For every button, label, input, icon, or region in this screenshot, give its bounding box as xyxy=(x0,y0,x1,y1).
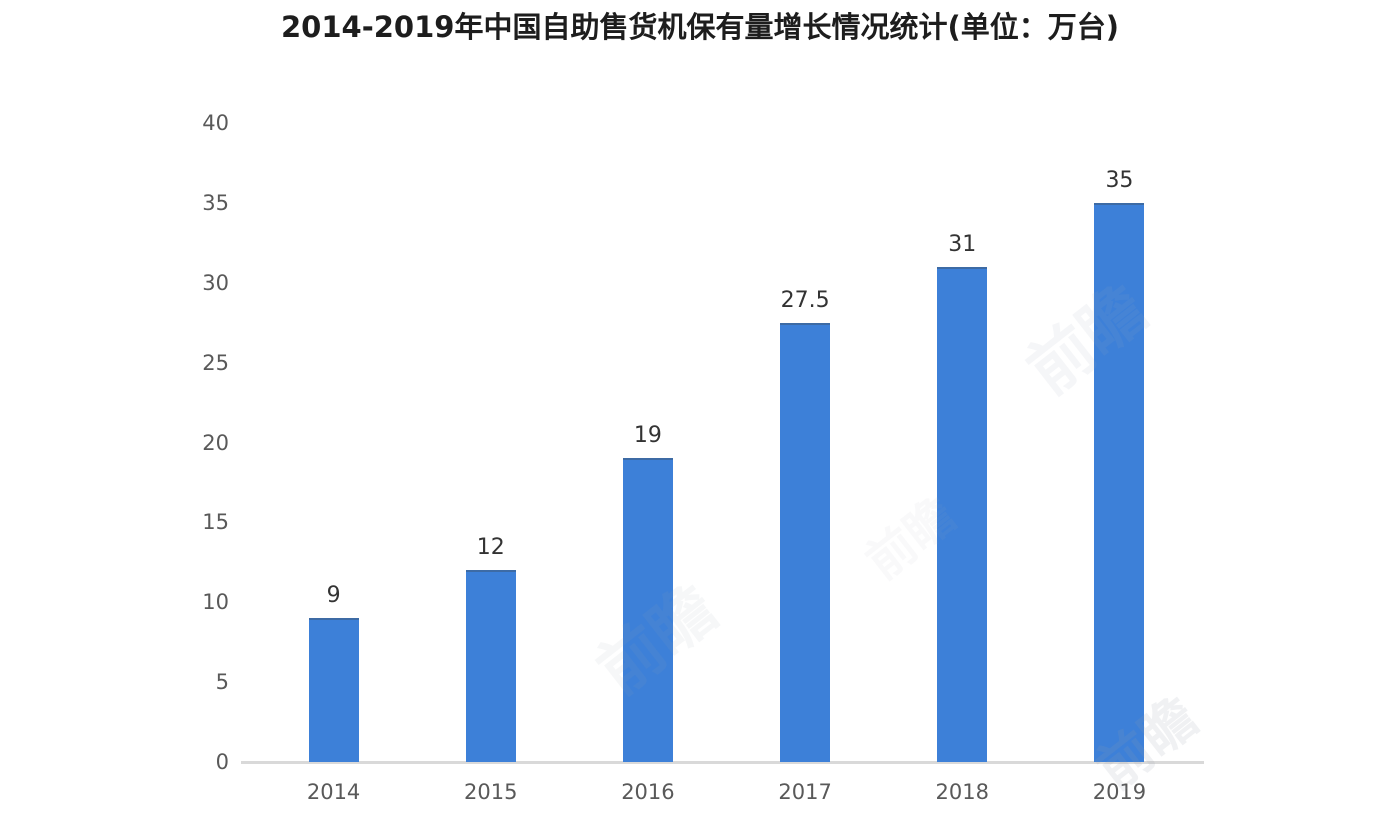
bar-slot: 19 2016 xyxy=(569,123,726,804)
bar xyxy=(622,458,673,762)
y-tick-label: 0 xyxy=(215,750,229,774)
bar-value-label: 31 xyxy=(948,231,977,257)
x-axis-line xyxy=(241,761,1204,764)
bar-value-label: 35 xyxy=(1105,167,1134,193)
bar xyxy=(308,618,359,762)
y-tick-label: 35 xyxy=(202,190,229,215)
x-axis-label: 2018 xyxy=(935,780,989,804)
bar-slot: 27.5 2017 xyxy=(727,123,884,804)
x-axis-label: 2019 xyxy=(1092,780,1147,804)
bars-container: 9 2014 12 2015 19 2016 27.5 2017 31 2018 35 2019 xyxy=(255,123,1198,804)
bar-value-label: 9 xyxy=(326,583,341,609)
y-tick-label: 30 xyxy=(202,270,229,295)
x-axis-label: 2015 xyxy=(464,780,518,804)
y-tick-label: 20 xyxy=(202,430,229,455)
bar-slot: 12 2015 xyxy=(412,123,569,804)
y-tick-label: 5 xyxy=(215,670,229,695)
chart-title: 2014-2019年中国自助售货机保有量增长情况统计(单位：万台) xyxy=(281,10,1119,44)
y-tick-label: 40 xyxy=(202,111,229,135)
plot-area: 0 5 10 15 20 25 30 35 40 9 2014 12 2015 19 2016 27.5 20… xyxy=(202,111,1204,804)
bar-slot: 9 2014 xyxy=(255,123,412,804)
bar xyxy=(937,266,988,762)
bar xyxy=(465,570,516,762)
y-tick-label: 15 xyxy=(202,510,229,535)
bar-slot: 35 2019 xyxy=(1041,123,1198,804)
bar-value-label: 27.5 xyxy=(780,287,830,313)
y-tick-label: 10 xyxy=(202,590,229,615)
bar-slot: 31 2018 xyxy=(884,123,1041,804)
y-tick-label: 25 xyxy=(202,350,229,375)
bar-value-label: 19 xyxy=(633,423,662,449)
x-axis-label: 2016 xyxy=(621,780,675,804)
x-axis-label: 2017 xyxy=(778,780,832,804)
bar xyxy=(780,322,831,762)
bar xyxy=(1094,202,1145,762)
bar-value-label: 12 xyxy=(476,535,505,561)
x-axis-label: 2014 xyxy=(306,780,361,804)
